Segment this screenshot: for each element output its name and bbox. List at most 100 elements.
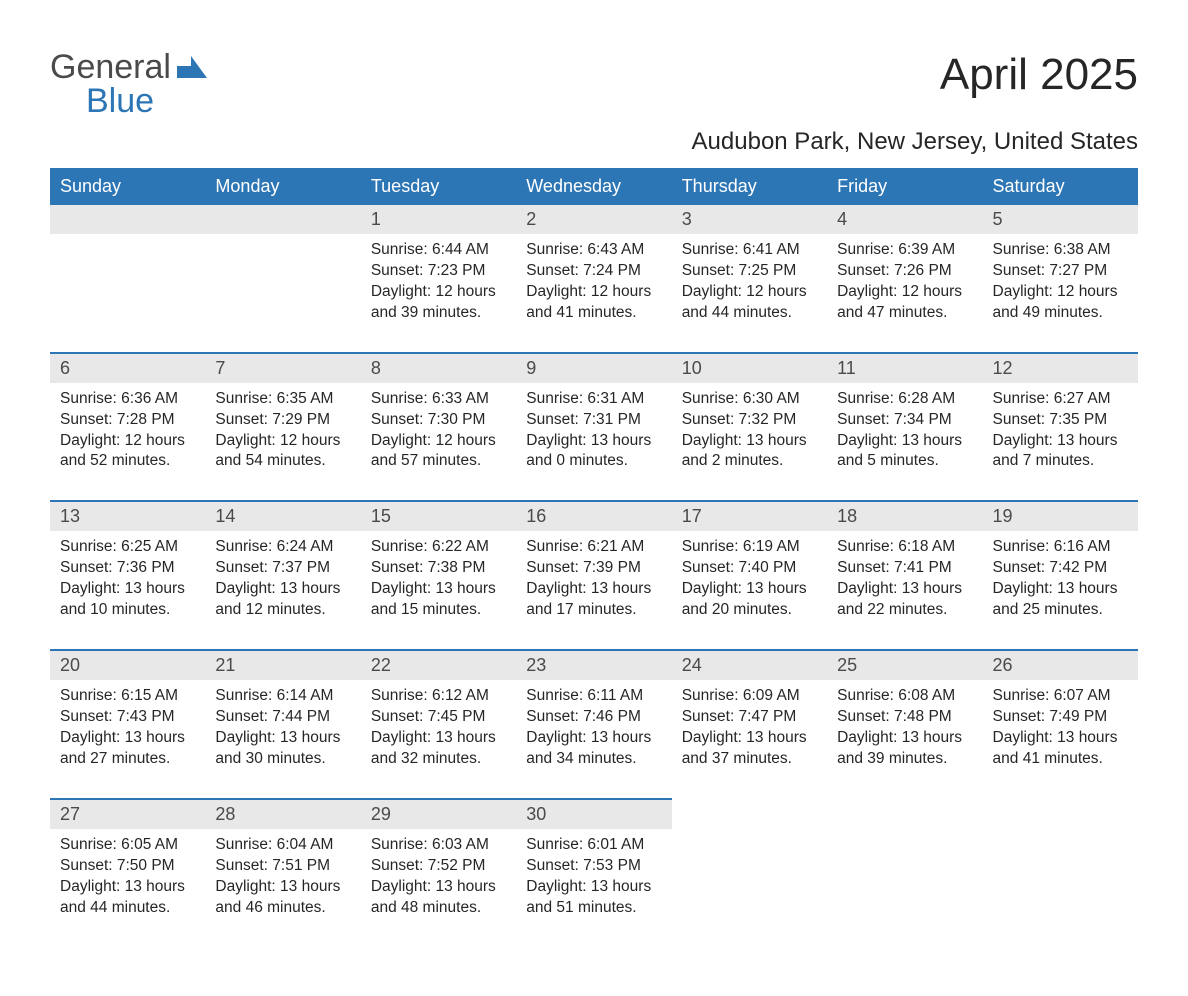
- sunset-line: Sunset: 7:26 PM: [837, 261, 972, 282]
- day-content: Sunrise: 6:36 AMSunset: 7:28 PMDaylight:…: [50, 383, 205, 501]
- col-monday: Monday: [205, 168, 360, 205]
- header: General Blue April 2025: [50, 50, 1138, 118]
- sunrise-line: Sunrise: 6:35 AM: [215, 389, 350, 410]
- location: Audubon Park, New Jersey, United States: [50, 128, 1138, 156]
- sunset-line: Sunset: 7:27 PM: [993, 261, 1128, 282]
- day-cell: 19Sunrise: 6:16 AMSunset: 7:42 PMDayligh…: [983, 501, 1138, 650]
- sunrise-line: Sunrise: 6:03 AM: [371, 835, 506, 856]
- day-number: 7: [205, 354, 360, 383]
- day-number: 29: [361, 800, 516, 829]
- daylight-line: Daylight: 13 hours and 39 minutes.: [837, 728, 972, 770]
- day-number: 8: [361, 354, 516, 383]
- day-content: Sunrise: 6:04 AMSunset: 7:51 PMDaylight:…: [205, 829, 360, 947]
- sunrise-line: Sunrise: 6:27 AM: [993, 389, 1128, 410]
- daylight-line: Daylight: 12 hours and 41 minutes.: [526, 282, 661, 324]
- sunrise-line: Sunrise: 6:31 AM: [526, 389, 661, 410]
- day-cell: [672, 799, 827, 947]
- sunset-line: Sunset: 7:37 PM: [215, 558, 350, 579]
- day-content: Sunrise: 6:22 AMSunset: 7:38 PMDaylight:…: [361, 531, 516, 649]
- day-number: 9: [516, 354, 671, 383]
- day-cell: 11Sunrise: 6:28 AMSunset: 7:34 PMDayligh…: [827, 353, 982, 502]
- day-content: Sunrise: 6:24 AMSunset: 7:37 PMDaylight:…: [205, 531, 360, 649]
- sunrise-line: Sunrise: 6:21 AM: [526, 537, 661, 558]
- day-cell: 10Sunrise: 6:30 AMSunset: 7:32 PMDayligh…: [672, 353, 827, 502]
- daylight-line: Daylight: 13 hours and 44 minutes.: [60, 877, 195, 919]
- day-number: 18: [827, 502, 982, 531]
- day-cell: 13Sunrise: 6:25 AMSunset: 7:36 PMDayligh…: [50, 501, 205, 650]
- day-number: 14: [205, 502, 360, 531]
- sunrise-line: Sunrise: 6:16 AM: [993, 537, 1128, 558]
- daylight-line: Daylight: 13 hours and 34 minutes.: [526, 728, 661, 770]
- week-row: 6Sunrise: 6:36 AMSunset: 7:28 PMDaylight…: [50, 353, 1138, 502]
- sunrise-line: Sunrise: 6:05 AM: [60, 835, 195, 856]
- day-number: 4: [827, 205, 982, 234]
- day-cell: 1Sunrise: 6:44 AMSunset: 7:23 PMDaylight…: [361, 205, 516, 353]
- sunrise-line: Sunrise: 6:30 AM: [682, 389, 817, 410]
- sunrise-line: Sunrise: 6:38 AM: [993, 240, 1128, 261]
- sunset-line: Sunset: 7:52 PM: [371, 856, 506, 877]
- sunset-line: Sunset: 7:48 PM: [837, 707, 972, 728]
- sunset-line: Sunset: 7:38 PM: [371, 558, 506, 579]
- day-content: Sunrise: 6:11 AMSunset: 7:46 PMDaylight:…: [516, 680, 671, 798]
- day-cell: [827, 799, 982, 947]
- day-cell: 21Sunrise: 6:14 AMSunset: 7:44 PMDayligh…: [205, 650, 360, 799]
- day-content: Sunrise: 6:31 AMSunset: 7:31 PMDaylight:…: [516, 383, 671, 501]
- day-number: 27: [50, 800, 205, 829]
- sunset-line: Sunset: 7:42 PM: [993, 558, 1128, 579]
- logo-general-text: General: [50, 50, 171, 84]
- day-content: Sunrise: 6:05 AMSunset: 7:50 PMDaylight:…: [50, 829, 205, 947]
- day-cell: 24Sunrise: 6:09 AMSunset: 7:47 PMDayligh…: [672, 650, 827, 799]
- day-number: 13: [50, 502, 205, 531]
- sunrise-line: Sunrise: 6:12 AM: [371, 686, 506, 707]
- sunset-line: Sunset: 7:31 PM: [526, 410, 661, 431]
- sunrise-line: Sunrise: 6:41 AM: [682, 240, 817, 261]
- sunrise-line: Sunrise: 6:25 AM: [60, 537, 195, 558]
- day-content: Sunrise: 6:14 AMSunset: 7:44 PMDaylight:…: [205, 680, 360, 798]
- day-content: Sunrise: 6:43 AMSunset: 7:24 PMDaylight:…: [516, 234, 671, 352]
- day-cell: 30Sunrise: 6:01 AMSunset: 7:53 PMDayligh…: [516, 799, 671, 947]
- day-content: Sunrise: 6:33 AMSunset: 7:30 PMDaylight:…: [361, 383, 516, 501]
- day-content: Sunrise: 6:28 AMSunset: 7:34 PMDaylight:…: [827, 383, 982, 501]
- day-content: Sunrise: 6:44 AMSunset: 7:23 PMDaylight:…: [361, 234, 516, 352]
- day-cell: 18Sunrise: 6:18 AMSunset: 7:41 PMDayligh…: [827, 501, 982, 650]
- day-cell: 14Sunrise: 6:24 AMSunset: 7:37 PMDayligh…: [205, 501, 360, 650]
- day-number: 11: [827, 354, 982, 383]
- daylight-line: Daylight: 13 hours and 12 minutes.: [215, 579, 350, 621]
- week-row: 27Sunrise: 6:05 AMSunset: 7:50 PMDayligh…: [50, 799, 1138, 947]
- sunset-line: Sunset: 7:50 PM: [60, 856, 195, 877]
- sunset-line: Sunset: 7:40 PM: [682, 558, 817, 579]
- daylight-line: Daylight: 12 hours and 39 minutes.: [371, 282, 506, 324]
- day-content: Sunrise: 6:16 AMSunset: 7:42 PMDaylight:…: [983, 531, 1138, 649]
- sunset-line: Sunset: 7:32 PM: [682, 410, 817, 431]
- day-number: 2: [516, 205, 671, 234]
- daylight-line: Daylight: 13 hours and 5 minutes.: [837, 431, 972, 473]
- sunset-line: Sunset: 7:34 PM: [837, 410, 972, 431]
- week-row: 20Sunrise: 6:15 AMSunset: 7:43 PMDayligh…: [50, 650, 1138, 799]
- sunset-line: Sunset: 7:45 PM: [371, 707, 506, 728]
- day-cell: 2Sunrise: 6:43 AMSunset: 7:24 PMDaylight…: [516, 205, 671, 353]
- sunrise-line: Sunrise: 6:19 AM: [682, 537, 817, 558]
- day-number: 5: [983, 205, 1138, 234]
- month-title: April 2025: [940, 50, 1138, 100]
- sunrise-line: Sunrise: 6:33 AM: [371, 389, 506, 410]
- sunrise-line: Sunrise: 6:09 AM: [682, 686, 817, 707]
- sunrise-line: Sunrise: 6:14 AM: [215, 686, 350, 707]
- week-row: 13Sunrise: 6:25 AMSunset: 7:36 PMDayligh…: [50, 501, 1138, 650]
- sunrise-line: Sunrise: 6:08 AM: [837, 686, 972, 707]
- day-cell: 27Sunrise: 6:05 AMSunset: 7:50 PMDayligh…: [50, 799, 205, 947]
- daylight-line: Daylight: 12 hours and 44 minutes.: [682, 282, 817, 324]
- day-number: 24: [672, 651, 827, 680]
- day-content: Sunrise: 6:25 AMSunset: 7:36 PMDaylight:…: [50, 531, 205, 649]
- day-content: Sunrise: 6:07 AMSunset: 7:49 PMDaylight:…: [983, 680, 1138, 798]
- day-content: Sunrise: 6:35 AMSunset: 7:29 PMDaylight:…: [205, 383, 360, 501]
- day-cell: 6Sunrise: 6:36 AMSunset: 7:28 PMDaylight…: [50, 353, 205, 502]
- day-content: Sunrise: 6:09 AMSunset: 7:47 PMDaylight:…: [672, 680, 827, 798]
- day-number-empty: [50, 205, 205, 234]
- sunset-line: Sunset: 7:24 PM: [526, 261, 661, 282]
- day-number: 15: [361, 502, 516, 531]
- day-cell: [205, 205, 360, 353]
- day-cell: 25Sunrise: 6:08 AMSunset: 7:48 PMDayligh…: [827, 650, 982, 799]
- day-number: 21: [205, 651, 360, 680]
- sunset-line: Sunset: 7:44 PM: [215, 707, 350, 728]
- sunset-line: Sunset: 7:49 PM: [993, 707, 1128, 728]
